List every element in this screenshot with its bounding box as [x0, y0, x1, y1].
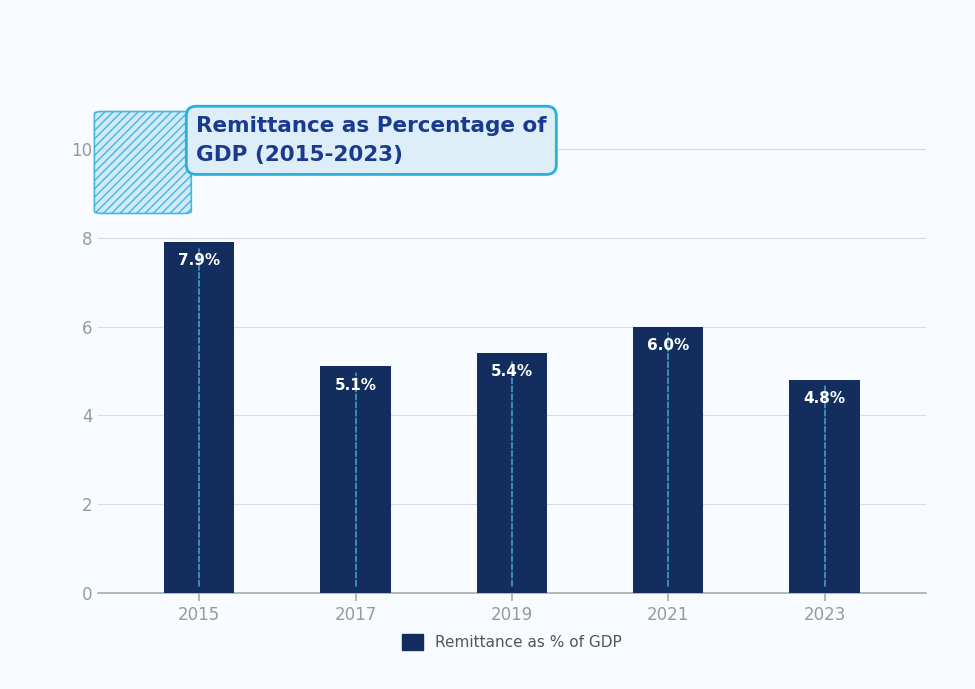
Text: Remittance as Percentage of
GDP (2015-2023): Remittance as Percentage of GDP (2015-20… [196, 116, 547, 165]
Bar [790, 380, 860, 593]
Legend: Remittance as % of GDP: Remittance as % of GDP [396, 628, 628, 657]
Bar [321, 367, 391, 593]
Bar [164, 243, 234, 593]
Text: 6.0%: 6.0% [647, 338, 689, 353]
Text: 7.9%: 7.9% [178, 254, 220, 269]
Bar [633, 327, 703, 593]
Bar [477, 353, 547, 593]
Text: 5.4%: 5.4% [490, 364, 533, 379]
Text: 4.8%: 4.8% [803, 391, 845, 406]
Text: 5.1%: 5.1% [334, 378, 376, 393]
FancyBboxPatch shape [95, 112, 191, 214]
